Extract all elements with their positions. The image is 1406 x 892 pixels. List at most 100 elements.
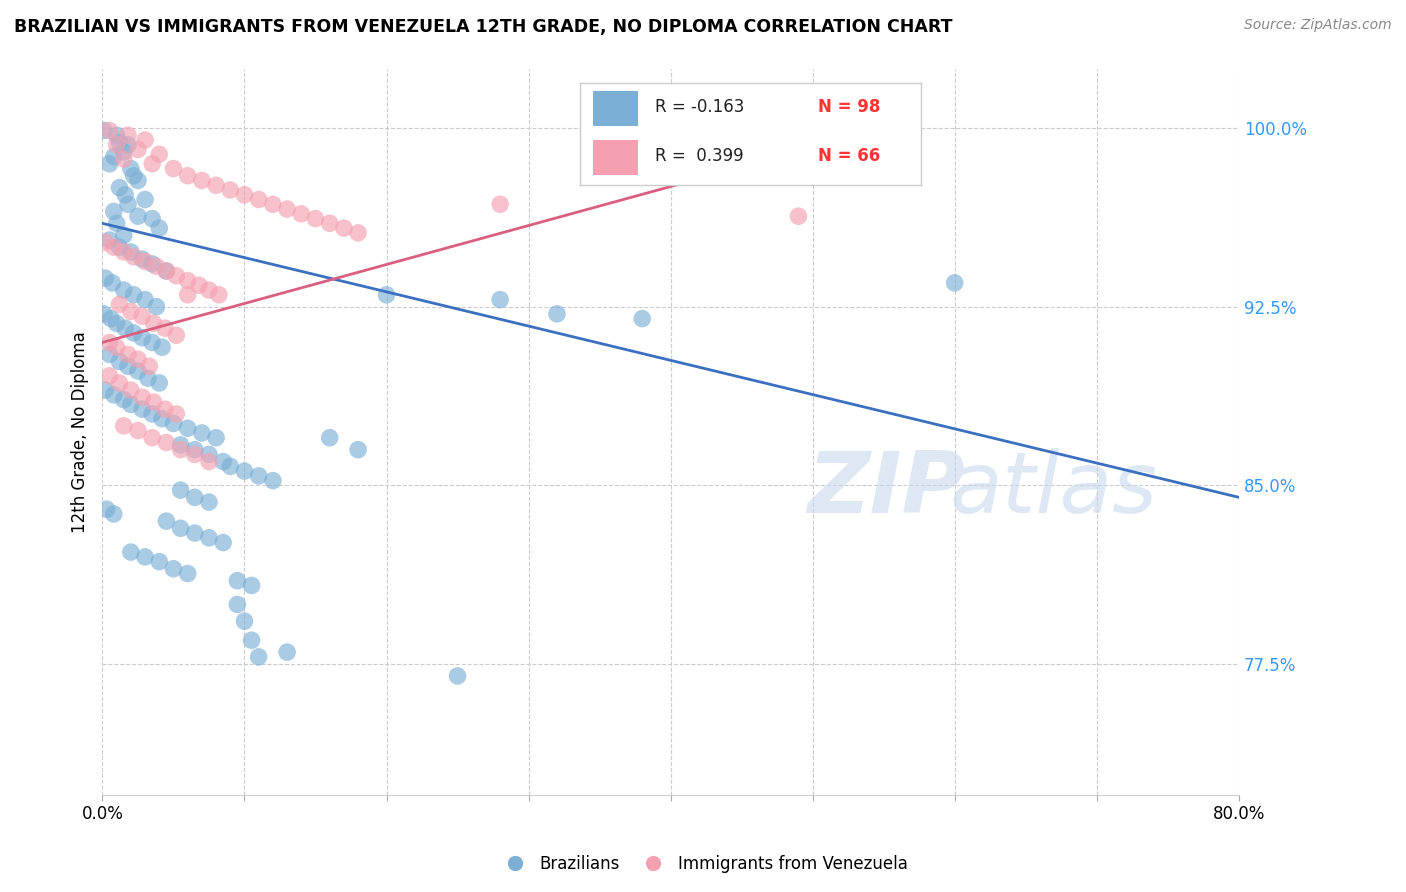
Point [127, 173, 149, 187]
Point [240, 578, 263, 592]
Point [112, 145, 135, 159]
Point [117, 347, 139, 361]
Point [141, 211, 163, 226]
Point [105, 317, 128, 331]
Point [148, 147, 170, 161]
Y-axis label: 12th Grade, No Diploma: 12th Grade, No Diploma [72, 331, 89, 533]
Point [122, 288, 145, 302]
Point [233, 614, 256, 628]
Point [134, 133, 156, 147]
Point [105, 137, 128, 152]
Point [489, 293, 512, 307]
Point [131, 402, 153, 417]
Text: atlas: atlas [949, 449, 1157, 532]
Point [134, 193, 156, 207]
Point [138, 359, 160, 374]
Point [117, 197, 139, 211]
Point [105, 340, 128, 354]
Point [108, 297, 131, 311]
Point [141, 257, 163, 271]
Point [98, 233, 121, 247]
Point [112, 244, 135, 259]
Point [108, 240, 131, 254]
Point [617, 169, 640, 183]
Text: BRAZILIAN VS IMMIGRANTS FROM VENEZUELA 12TH GRADE, NO DIPLOMA CORRELATION CHART: BRAZILIAN VS IMMIGRANTS FROM VENEZUELA 1… [14, 18, 952, 36]
Point [165, 268, 187, 283]
Point [347, 442, 370, 457]
Point [112, 283, 135, 297]
Point [112, 418, 135, 433]
Point [208, 288, 231, 302]
Point [141, 157, 163, 171]
Point [233, 187, 256, 202]
Point [446, 669, 468, 683]
Point [233, 464, 256, 478]
Point [162, 562, 184, 576]
Point [134, 549, 156, 564]
Point [100, 311, 122, 326]
Point [176, 169, 198, 183]
Point [131, 310, 153, 324]
Point [247, 468, 270, 483]
Point [145, 259, 167, 273]
Point [117, 359, 139, 374]
Point [148, 221, 170, 235]
Point [155, 264, 177, 278]
Point [93, 123, 115, 137]
Point [131, 390, 153, 404]
Point [98, 368, 121, 383]
Point [155, 264, 177, 278]
Point [120, 161, 142, 176]
Point [127, 352, 149, 367]
Point [148, 555, 170, 569]
Point [141, 335, 163, 350]
Point [153, 402, 176, 417]
Point [162, 161, 184, 176]
Point [127, 424, 149, 438]
Point [98, 123, 121, 137]
Point [112, 152, 135, 166]
Point [489, 197, 512, 211]
Point [94, 383, 117, 397]
Point [94, 271, 117, 285]
Point [141, 431, 163, 445]
Point [150, 340, 173, 354]
Point [205, 178, 228, 193]
Point [120, 397, 142, 411]
Point [240, 633, 263, 648]
Point [188, 278, 211, 293]
Point [247, 193, 270, 207]
Point [142, 395, 165, 409]
Point [127, 209, 149, 223]
Point [226, 574, 249, 588]
Point [94, 235, 117, 250]
Point [165, 328, 187, 343]
Point [103, 204, 125, 219]
Point [131, 331, 153, 345]
Point [112, 392, 135, 407]
Point [134, 293, 156, 307]
Point [198, 495, 221, 509]
Point [122, 250, 145, 264]
Point [114, 321, 136, 335]
Point [93, 307, 115, 321]
Point [169, 442, 191, 457]
Point [120, 304, 142, 318]
Point [141, 407, 163, 421]
Point [103, 150, 125, 164]
Point [191, 173, 214, 187]
Point [184, 491, 207, 505]
Point [198, 283, 221, 297]
Point [347, 226, 370, 240]
Point [212, 535, 235, 549]
Point [247, 649, 270, 664]
Point [103, 240, 125, 254]
Point [787, 209, 810, 223]
Point [120, 545, 142, 559]
Text: ZIP: ZIP [807, 449, 965, 532]
Point [98, 347, 121, 361]
Point [117, 137, 139, 152]
Point [108, 180, 131, 194]
Point [290, 207, 312, 221]
Point [155, 435, 177, 450]
